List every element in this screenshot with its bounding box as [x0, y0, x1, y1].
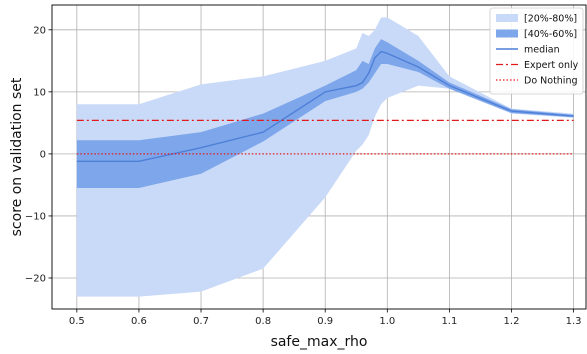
x-tick-label: 1.0	[379, 316, 395, 327]
legend-swatch-40-60	[496, 29, 518, 38]
y-axis-title: score on validation set	[9, 77, 25, 236]
legend-label-20-80: [20%-80%]	[524, 13, 577, 24]
x-tick-label: 1.3	[566, 316, 582, 327]
y-tick-label: −20	[25, 273, 46, 284]
plot-frame	[51, 4, 587, 310]
band-40-60	[76, 39, 574, 189]
median-line	[76, 50, 574, 163]
legend-label-median: median	[524, 44, 560, 55]
y-tick-label: 20	[33, 25, 46, 36]
legend-label-expert-only: Expert only	[524, 60, 579, 71]
x-tick-label: 0.6	[131, 316, 147, 327]
x-tick-label: 0.9	[317, 316, 333, 327]
y-tick-label: −10	[25, 211, 46, 222]
x-axis: 0.5 0.6 0.7 0.8 0.9 1.0 1.1 1.2 1.3	[69, 309, 582, 327]
y-axis: −20 −10 0 10 20	[25, 25, 52, 284]
legend-swatch-20-80	[496, 14, 518, 22]
x-tick-label: 0.8	[255, 316, 271, 327]
x-tick-label: 1.1	[441, 316, 457, 327]
legend: [20%-80%] [40%-60%] median Expert only Do No…	[489, 7, 584, 95]
x-tick-label: 1.2	[504, 316, 520, 327]
x-tick-label: 0.7	[193, 316, 209, 327]
legend-label-40-60: [40%-60%]	[524, 29, 577, 40]
x-tick-label: 0.5	[69, 316, 85, 327]
legend-label-do-nothing: Do Nothing	[524, 75, 578, 86]
x-axis-title: safe_max_rho	[271, 334, 368, 350]
series-layer	[76, 17, 574, 297]
y-tick-label: 10	[33, 87, 46, 98]
y-tick-label: 0	[40, 149, 46, 160]
